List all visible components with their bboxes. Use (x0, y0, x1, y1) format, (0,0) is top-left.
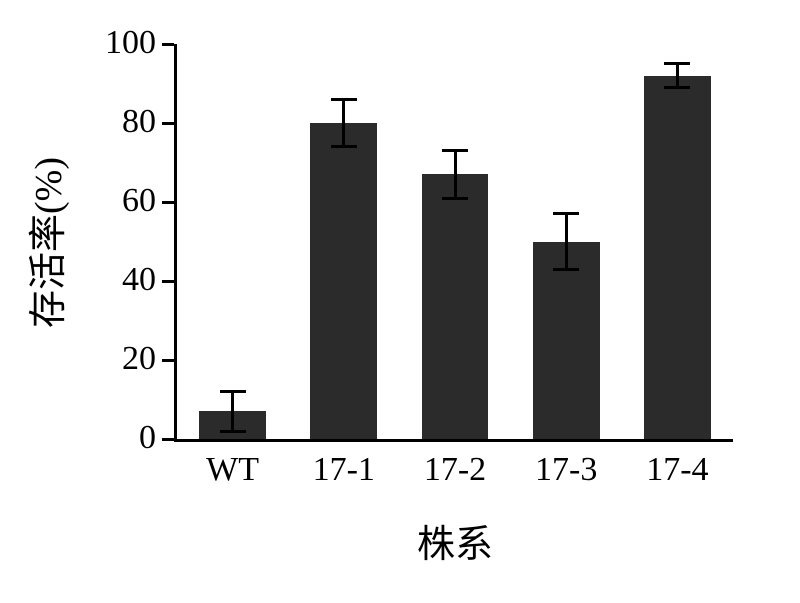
y-tick-label: 100 (76, 24, 156, 62)
y-axis-title: 存活率(%) (17, 45, 72, 440)
x-tick-label: 17-2 (399, 451, 510, 489)
errorbar-cap-top (331, 98, 357, 101)
survival-rate-bar-chart: 存活率(%) 株系 0 20 40 60 80 100 WT17-117-217-317-4 (0, 0, 800, 603)
y-tick (162, 438, 174, 441)
bar (644, 76, 711, 439)
errorbar-cap-top (553, 212, 579, 215)
y-tick (162, 43, 174, 46)
y-tick-label: 0 (76, 419, 156, 457)
y-tick-label: 60 (76, 182, 156, 220)
errorbar-line (676, 64, 679, 88)
x-axis-line (174, 439, 733, 442)
x-tick-label: 17-4 (622, 451, 733, 489)
errorbar-cap-top (442, 149, 468, 152)
errorbar-cap-bottom (553, 268, 579, 271)
y-tick-label: 80 (76, 103, 156, 141)
y-tick (162, 122, 174, 125)
errorbar-cap-bottom (664, 86, 690, 89)
bar (310, 123, 377, 439)
x-tick-label: WT (177, 451, 288, 489)
y-tick (162, 280, 174, 283)
y-axis-line (174, 44, 177, 442)
x-tick-label: 17-3 (511, 451, 622, 489)
x-tick-label: 17-1 (288, 451, 399, 489)
bar (533, 242, 600, 440)
errorbar-cap-top (664, 62, 690, 65)
errorbar-line (454, 151, 457, 198)
errorbar-line (565, 214, 568, 269)
errorbar-cap-bottom (331, 145, 357, 148)
bar (422, 174, 489, 439)
y-tick (162, 201, 174, 204)
errorbar-cap-bottom (220, 430, 246, 433)
errorbar-line (231, 392, 234, 432)
errorbar-cap-top (220, 390, 246, 393)
errorbar-line (342, 99, 345, 146)
x-axis-title: 株系 (177, 513, 733, 568)
errorbar-cap-bottom (442, 197, 468, 200)
y-tick (162, 359, 174, 362)
y-tick-label: 40 (76, 261, 156, 299)
y-tick-label: 20 (76, 340, 156, 378)
